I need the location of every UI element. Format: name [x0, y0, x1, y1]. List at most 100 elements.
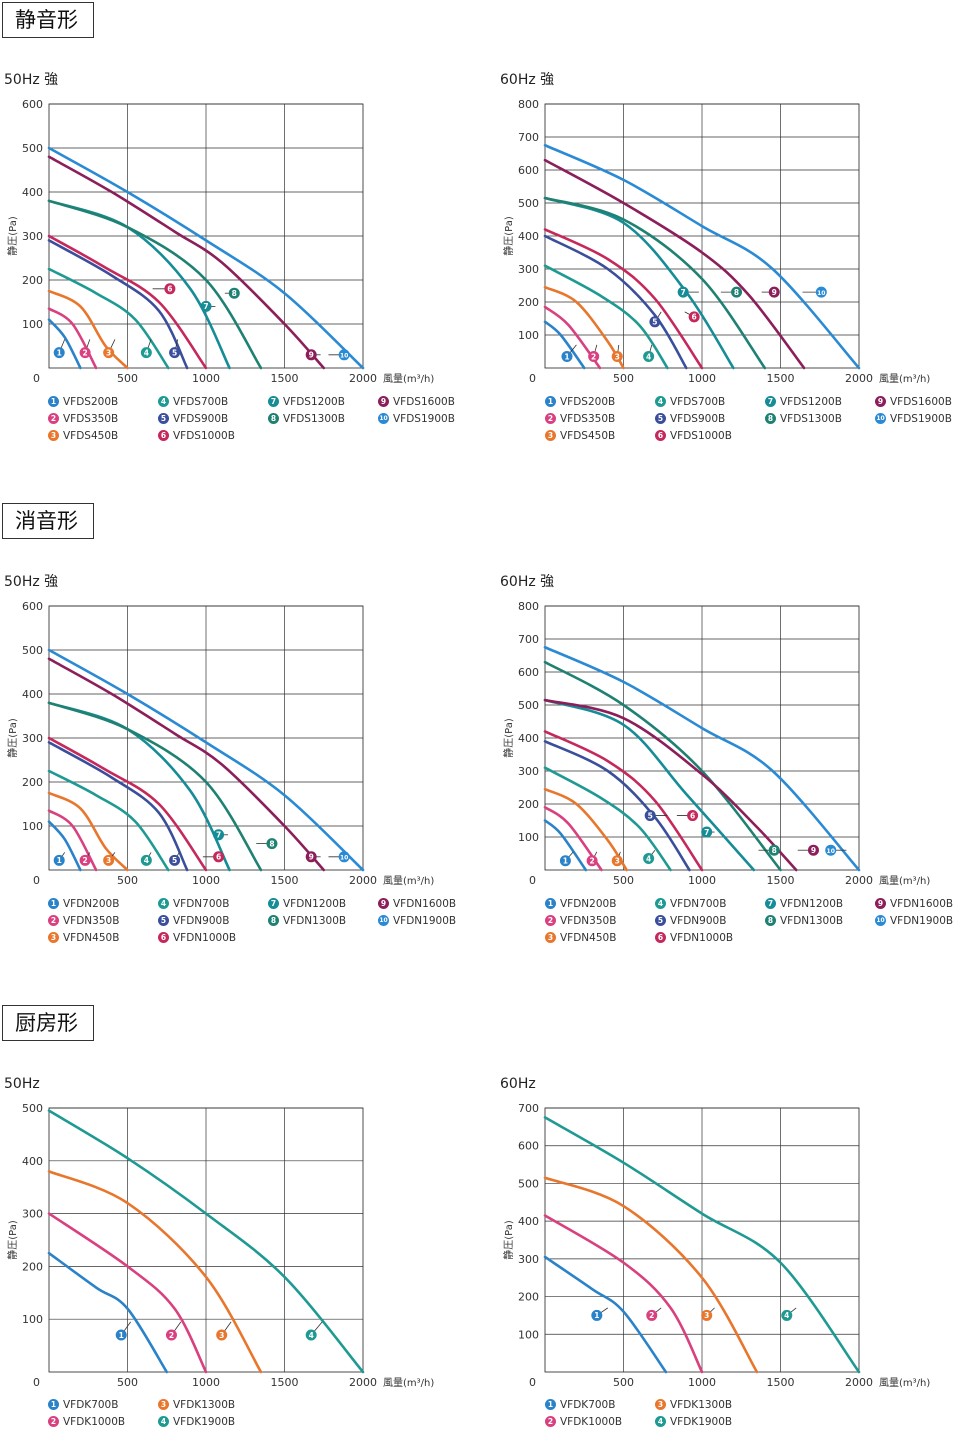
legend-number-badge: 2 [545, 412, 556, 424]
marker-dot-5 [169, 854, 181, 866]
x-tick-label: 2000 [349, 372, 377, 385]
origin-tick-label: 0 [33, 874, 40, 887]
legend-number-badge: 9 [378, 395, 389, 407]
legend-label: VFDK700B [63, 1399, 119, 1411]
y-tick-label: 300 [22, 1208, 43, 1221]
series-line-3 [543, 285, 625, 370]
marker-dot-2 [79, 347, 91, 359]
marker-dot-8 [768, 844, 780, 856]
y-tick-label: 400 [518, 230, 539, 243]
legend-label: VFDS1600B [890, 396, 952, 408]
legend-label: VFDK1900B [173, 1416, 236, 1428]
marker-number: 1 [57, 348, 62, 357]
x-axis-label: 風量(m³/h) [383, 875, 434, 887]
legend-label: VFDS1600B [393, 396, 455, 408]
marker-number: 1 [563, 857, 568, 866]
series-line-7 [543, 698, 756, 872]
marker-dot-1 [591, 1309, 603, 1321]
x-tick-label: 500 [613, 372, 634, 385]
legend-number-badge: 5 [655, 412, 666, 424]
y-tick-label: 200 [518, 296, 539, 309]
legend-number-badge: 5 [158, 914, 169, 926]
legend-label: VFDN1000B [670, 932, 734, 944]
legend-label: VFDS700B [173, 396, 229, 408]
legend-number-badge: 6 [158, 429, 169, 441]
legend-number-badge: 4 [158, 395, 169, 407]
legend-item: 6 VFDS1000B [158, 428, 235, 444]
series-line-9 [47, 155, 326, 370]
legend-label: VFDK1000B [560, 1416, 623, 1428]
legend-label: VFDK1000B [63, 1416, 126, 1428]
y-tick-label: 500 [518, 197, 539, 210]
series-line-7 [47, 701, 231, 872]
legend-number-badge: 10 [875, 914, 886, 926]
legend-number-badge: 9 [875, 897, 886, 909]
legend-number-badge: 3 [158, 1398, 169, 1410]
marker-number: 3 [219, 1331, 224, 1340]
x-tick-label: 1500 [271, 372, 299, 385]
y-tick-label: 600 [518, 666, 539, 679]
legend-item: 9 VFDN1600B [875, 896, 953, 912]
legend-label: VFDN700B [173, 898, 230, 910]
origin-tick-label: 0 [529, 372, 536, 385]
marker-number: 1 [57, 856, 62, 865]
series-line-1 [47, 318, 82, 370]
legend-label: VFDS200B [63, 396, 119, 408]
marker-dot-4 [643, 852, 655, 864]
legend-label: VFDS900B [173, 413, 229, 425]
marker-number: 9 [811, 846, 816, 855]
legend-item: 5 VFDN900B [158, 913, 229, 929]
series-line-5 [543, 740, 691, 872]
legend-item: 10 VFDN1900B [875, 913, 953, 929]
marker-dot-7 [213, 829, 225, 841]
x-tick-label: 500 [117, 874, 138, 887]
marker-dot-10 [825, 844, 837, 856]
x-axis-label: 風量(m³/h) [879, 373, 930, 385]
legend-number-badge: 10 [378, 914, 389, 926]
series-line-7 [47, 199, 231, 370]
marker-number: 7 [681, 288, 686, 297]
marker-dot-7 [200, 300, 212, 312]
legend-label: VFDN1000B [173, 932, 237, 944]
marker-dot-3 [611, 855, 623, 867]
marker-dot-7 [677, 286, 689, 298]
marker-number: 3 [615, 857, 620, 866]
x-tick-label: 1500 [271, 1376, 299, 1389]
y-tick-label: 600 [518, 164, 539, 177]
legend-item: 4 VFDK1900B [158, 1414, 235, 1430]
legend-label: VFDN350B [560, 915, 617, 927]
legend-item: 7 VFDS1200B [268, 394, 345, 410]
legend-label: VFDS350B [63, 413, 119, 425]
legend-number-badge: 3 [655, 1398, 666, 1410]
x-axis-label: 風量(m³/h) [383, 1377, 434, 1389]
marker-number: 3 [106, 348, 111, 357]
legend-label: VFDK700B [560, 1399, 616, 1411]
legend-number-badge: 2 [545, 914, 556, 926]
legend-label: VFDN700B [670, 898, 727, 910]
y-tick-label: 700 [518, 1102, 539, 1115]
chart-svg: 50Hz 強 100 200 300 400 500 600 0 500 1000 1500 2000… [4, 72, 434, 385]
series-line-6 [543, 228, 704, 370]
marker-number: 9 [772, 288, 777, 297]
x-tick-label: 2000 [349, 1376, 377, 1389]
marker-dot-6 [164, 283, 176, 295]
legend-number-badge: 10 [875, 412, 886, 424]
x-tick-label: 2000 [845, 874, 873, 887]
y-axis-label: 静圧(Pa) [502, 718, 515, 758]
legend-item: 8 VFDS1300B [765, 411, 842, 427]
marker-number: 5 [172, 348, 177, 357]
marker-dot-2 [586, 855, 598, 867]
x-tick-label: 1500 [767, 874, 795, 887]
legend-number-badge: 1 [545, 1398, 556, 1410]
legend-number-badge: 7 [765, 897, 776, 909]
marker-number: 8 [232, 289, 237, 298]
marker-dot-10 [815, 286, 827, 298]
y-tick-label: 300 [518, 1253, 539, 1266]
y-tick-label: 200 [518, 798, 539, 811]
marker-number: 5 [172, 856, 177, 865]
marker-dot-3 [103, 347, 115, 359]
legend-item: 7 VFDN1200B [765, 896, 843, 912]
origin-tick-label: 0 [33, 372, 40, 385]
marker-number: 7 [216, 831, 221, 840]
